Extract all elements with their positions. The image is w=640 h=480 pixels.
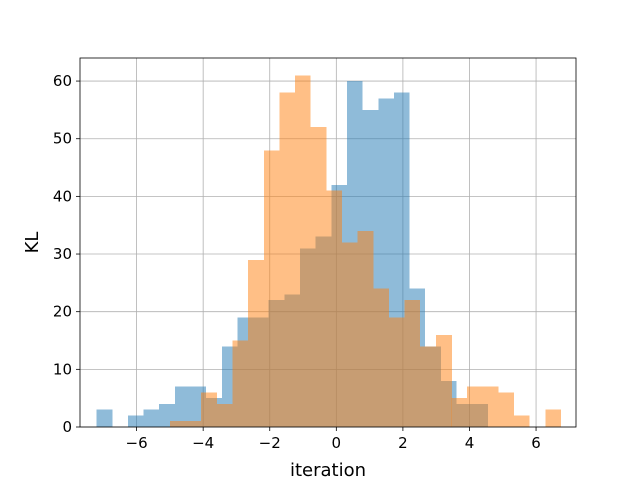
histogram-bar-series-2: [388, 317, 405, 427]
histogram-bar-series-2: [482, 386, 499, 427]
histogram-bar-series-2: [498, 392, 515, 427]
histogram-bar-series-1: [143, 409, 160, 427]
histogram-bar-series-1: [127, 415, 144, 427]
x-tick-label: 4: [465, 434, 475, 452]
y-tick-label: 60: [53, 72, 72, 90]
histogram-bar-series-2: [279, 92, 296, 427]
histogram-bar-series-2: [404, 300, 421, 427]
y-tick-label: 0: [62, 418, 72, 436]
histogram-bar-series-2: [169, 421, 186, 427]
histogram-bar-series-2: [216, 403, 233, 427]
histogram-bar-series-2: [514, 415, 530, 427]
y-tick-label: 20: [53, 303, 72, 321]
histogram-bar-series-2: [420, 346, 436, 427]
x-tick-label: 2: [398, 434, 408, 452]
histogram-bar-series-2: [451, 398, 468, 427]
x-tick-label: −4: [192, 434, 214, 452]
histogram-bar-series-2: [545, 409, 562, 427]
y-tick-label: 10: [53, 360, 72, 378]
x-tick-label: −6: [126, 434, 148, 452]
x-tick-label: −2: [259, 434, 281, 452]
bars: [96, 75, 562, 427]
histogram-bar-series-2: [295, 75, 311, 427]
histogram-bar-series-1: [96, 409, 113, 427]
histogram-bar-series-2: [357, 230, 374, 427]
y-tick-label: 50: [53, 130, 72, 148]
histogram-bar-series-2: [326, 190, 342, 427]
x-tick-label: 0: [332, 434, 342, 452]
histogram-bar-series-2: [263, 150, 280, 427]
histogram-bar-series-1: [174, 386, 191, 427]
y-axis-label: KL: [22, 232, 43, 254]
histogram-bar-series-2: [341, 242, 358, 427]
y-tick-label: 40: [53, 187, 72, 205]
histogram-bar-series-2: [373, 288, 389, 427]
x-axis-label: iteration: [290, 460, 366, 480]
y-tick-label: 30: [53, 245, 72, 263]
histogram-bar-series-2: [201, 392, 217, 427]
histogram-bar-series-2: [248, 259, 264, 427]
histogram-bar-series-2: [436, 334, 452, 427]
histogram-bar-series-2: [185, 421, 202, 427]
histogram-bar-series-2: [310, 127, 327, 427]
x-tick-label: 6: [531, 434, 541, 452]
plot-frame: [79, 57, 577, 428]
histogram-bar-series-2: [232, 340, 249, 427]
histogram-bar-series-2: [467, 386, 483, 427]
